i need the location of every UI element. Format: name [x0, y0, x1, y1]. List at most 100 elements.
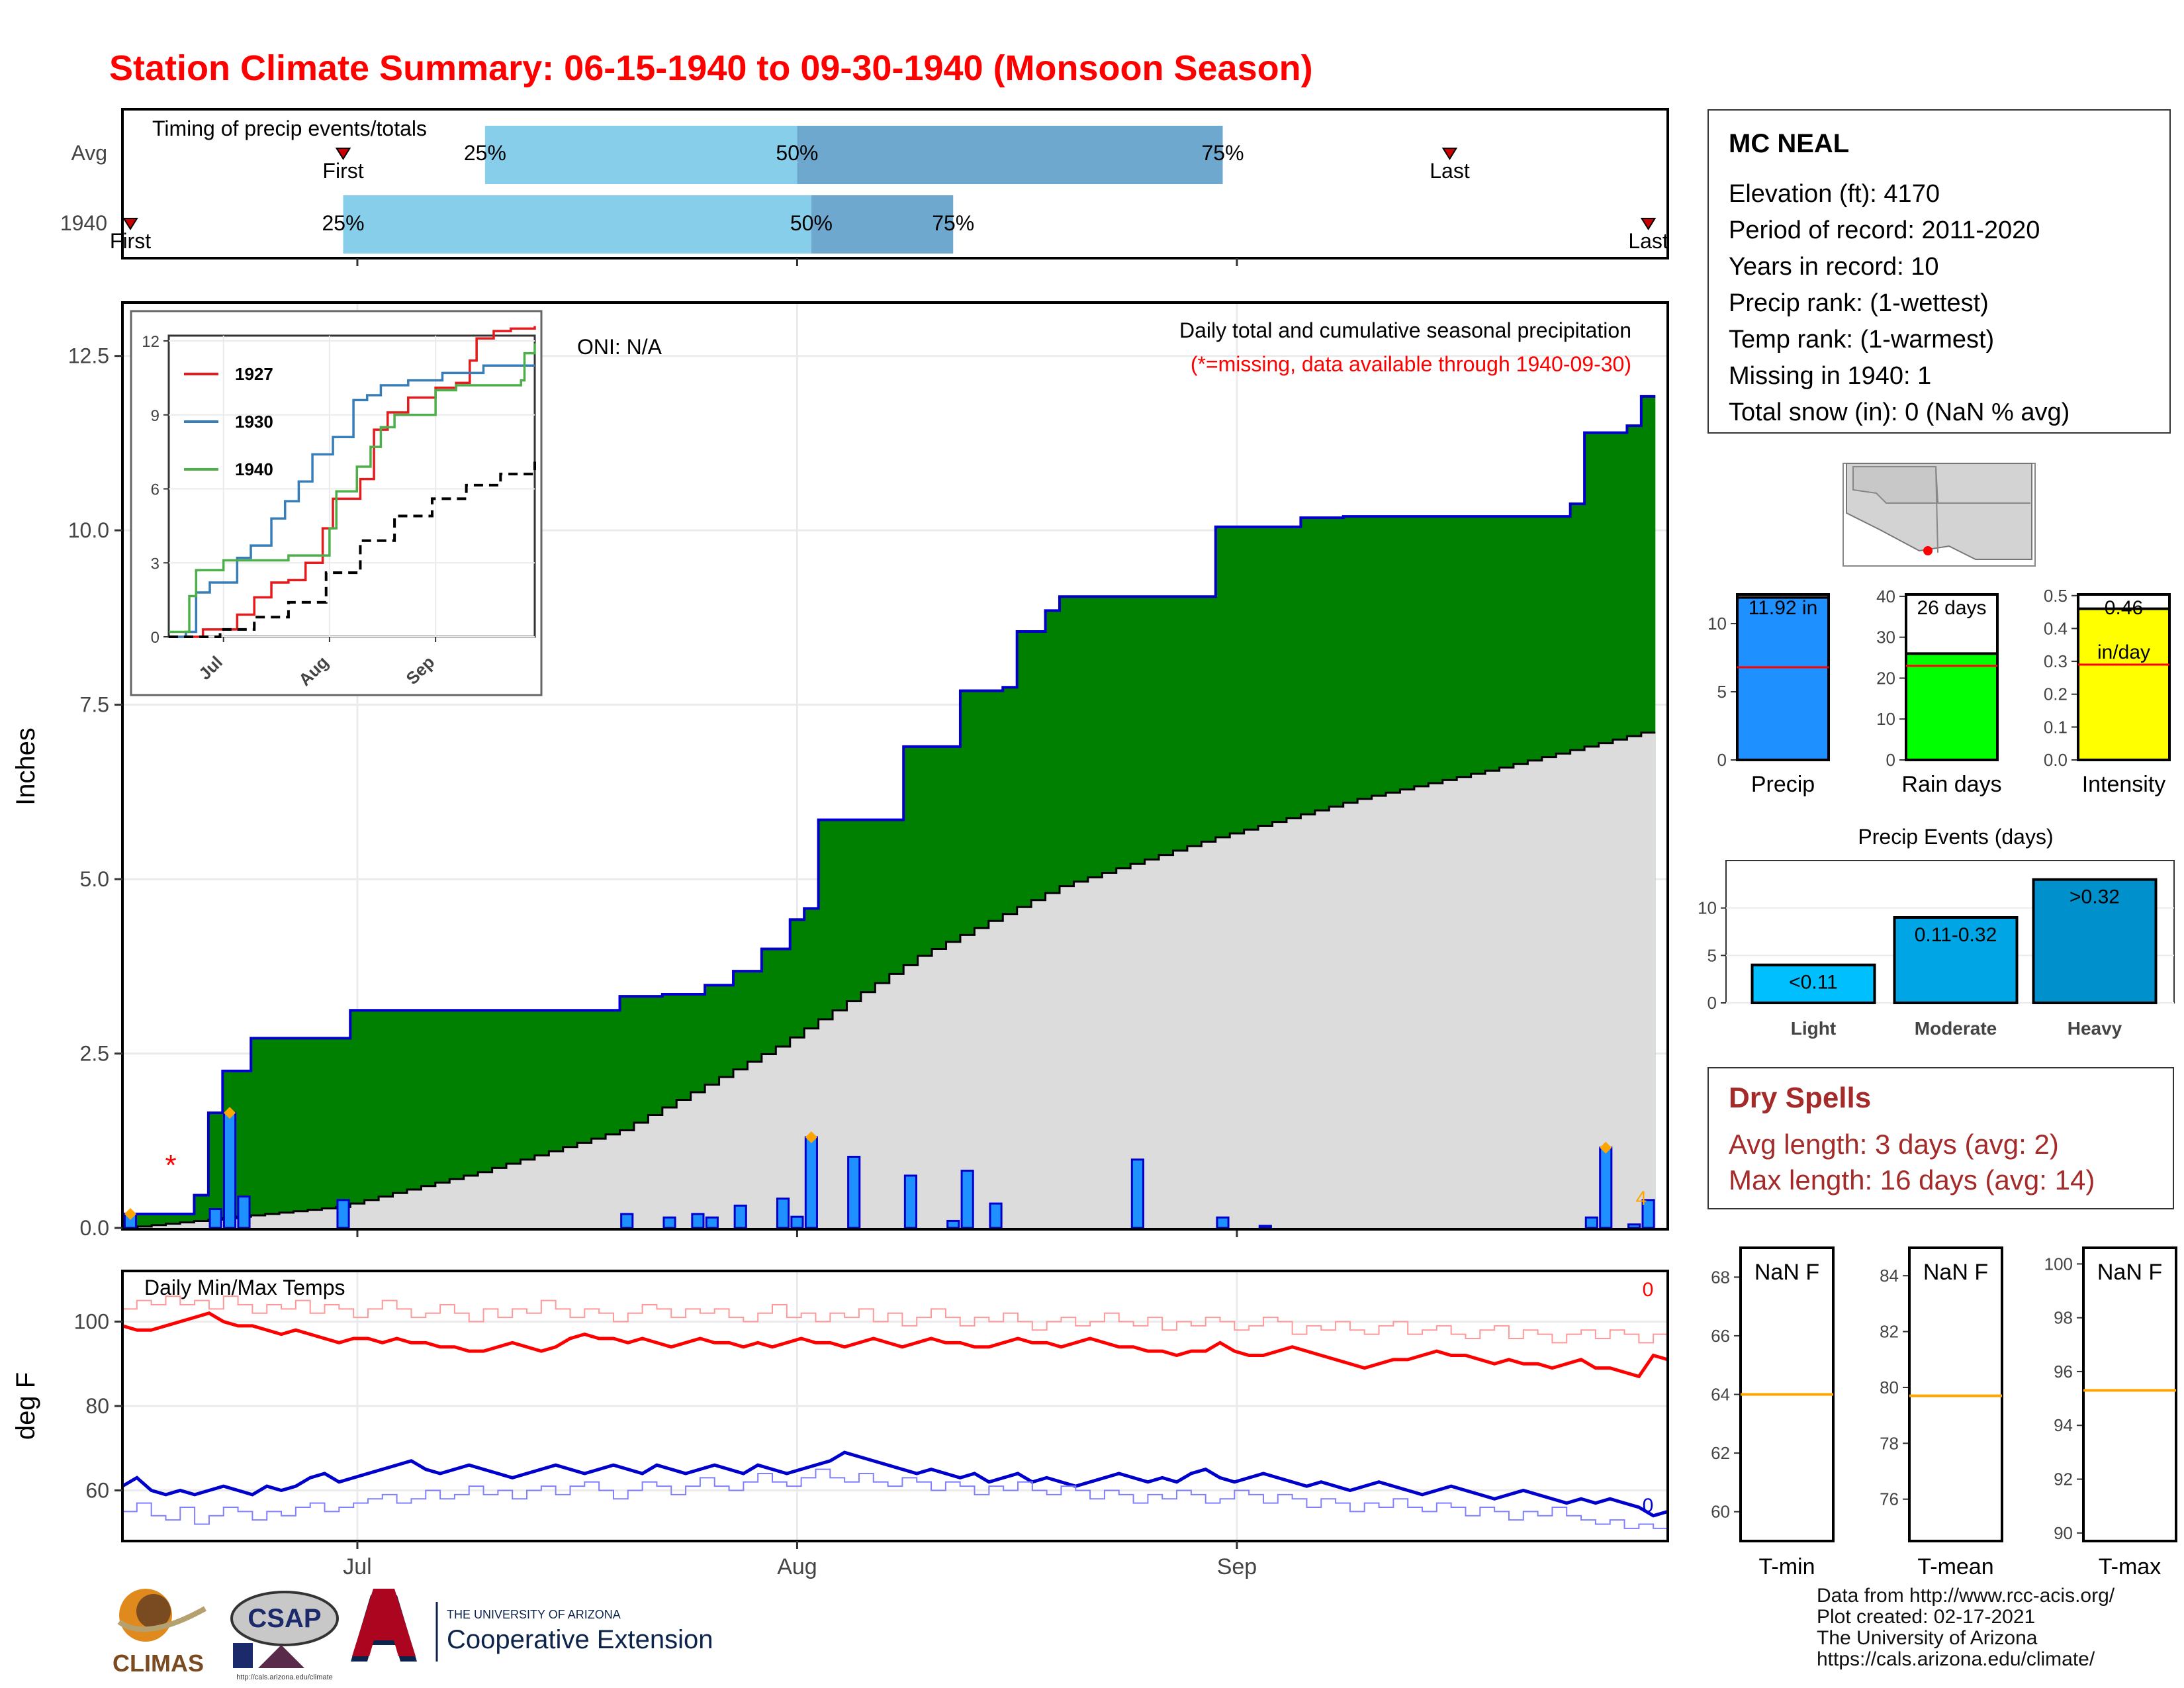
timing-q75-label: 75% — [932, 211, 974, 235]
daily-precip-bar — [960, 1170, 974, 1229]
daily-precip-bar — [620, 1213, 634, 1229]
precip-y-tick-label: 2.5 — [80, 1042, 109, 1066]
inset-series-1940 — [169, 343, 536, 633]
month-tick-label: Jul — [343, 1554, 371, 1579]
timing-bar-25-50 — [484, 126, 797, 184]
daily-precip-bar — [1258, 1225, 1272, 1229]
inset-y-tick-label: 6 — [151, 481, 159, 499]
daily-precip-bar — [847, 1156, 861, 1229]
credit-url: https://cals.arizona.edu/climate/ — [1817, 1648, 2095, 1670]
precip-event-marker — [124, 1207, 136, 1220]
corner-count: 4 — [1636, 1188, 1647, 1209]
season-totals-charts: 0 5 10 11.92 in Precip 0 10 20 30 40 26 days Rain d… — [1707, 586, 2171, 797]
season-y-tick-label: 40 — [1876, 586, 1895, 606]
timing-q75-label: 75% — [1201, 141, 1244, 165]
inset-series-normal — [169, 461, 536, 638]
daily-precip-bar — [336, 1199, 350, 1229]
inset-legend-label: 1930 — [235, 412, 273, 432]
station-period: Period of record: 2011-2020 — [1729, 216, 2040, 244]
daily-precip-bar — [237, 1196, 251, 1229]
temp-ylabel: deg F — [11, 1372, 40, 1440]
events-category-label: Light — [1791, 1018, 1836, 1039]
tbox-y-tick-label: 78 — [1880, 1433, 1899, 1453]
season-y-tick-label: 5 — [1717, 682, 1727, 702]
dry-spells-box: Dry Spells Avg length: 3 days (avg: 2) M… — [1707, 1067, 2174, 1209]
station-name: MC NEAL — [1729, 129, 1850, 158]
tbox-frame-t-mean — [1908, 1246, 2003, 1542]
inset-legend-label: 1940 — [235, 459, 273, 479]
normal-precip-line — [123, 731, 1656, 1229]
precip-y-tick-label: 0.0 — [80, 1216, 109, 1240]
events-category-label: Moderate — [1915, 1018, 1997, 1039]
timing-first-marker — [335, 148, 351, 160]
tbox-y-tick-label: 90 — [2054, 1523, 2073, 1543]
temp-series-tmin_1940 — [121, 1450, 1668, 1518]
tbox-y-tick-label: 68 — [1711, 1267, 1730, 1287]
season-category-label: Precip — [1751, 772, 1815, 797]
daily-precip-bar — [662, 1216, 676, 1229]
timing-first-marker — [122, 218, 138, 230]
events-y-tick-label: 0 — [1707, 993, 1717, 1013]
climas-logo: CLIMAS — [113, 1589, 206, 1677]
temp-series-tmax_normal — [122, 1295, 1668, 1344]
precip-events-chart: Precip Events (days) 0 5 10 <0.11 Light 0.11-… — [1698, 825, 2175, 1039]
tbox-y-tick-label: 82 — [1880, 1322, 1899, 1342]
daily-precip-bar — [776, 1197, 790, 1229]
precip-y-tick-label: 7.5 — [80, 693, 109, 717]
daily-precip-bar — [222, 1111, 237, 1229]
temp-series-tmin_normal — [122, 1468, 1668, 1533]
dry-spells-title: Dry Spells — [1729, 1082, 1872, 1114]
timing-panel: Timing of precip events/totals Avg 1940 … — [60, 108, 1669, 266]
timing-first-label: First — [110, 229, 151, 253]
daily-precip-bar — [1599, 1147, 1613, 1229]
ua-logo: THE UNIVERSITY OF ARIZONA Cooperative Ex… — [351, 1589, 713, 1662]
precip-event-marker — [805, 1131, 817, 1143]
temp-y-tick-label: 100 — [74, 1310, 109, 1334]
tbox-y-tick-label: 60 — [1711, 1502, 1730, 1522]
season-y-tick-label: 0 — [1886, 750, 1895, 770]
inset-y-tick-label: 9 — [151, 407, 159, 425]
tbox-value-label: NaN F — [2097, 1260, 2162, 1285]
season-y-tick-label: 0.0 — [2044, 750, 2068, 770]
month-tick-label: Aug — [777, 1554, 817, 1579]
temp-title: Daily Min/Max Temps — [144, 1276, 345, 1299]
temp-series-tmax_1940 — [122, 1311, 1668, 1379]
tbox-value-label: NaN F — [1923, 1260, 1988, 1285]
tbox-y-tick-label: 92 — [2054, 1470, 2073, 1489]
season-bar-precip — [1736, 596, 1830, 762]
temp-y-tick-label: 80 — [85, 1394, 109, 1418]
tbox-category-label: T-min — [1759, 1554, 1815, 1579]
footer-credits: Data from http://www.rcc-acis.org/ Plot … — [1817, 1585, 2115, 1670]
temp-y-tick-label: 60 — [85, 1479, 109, 1503]
events-title: Precip Events (days) — [1858, 825, 2053, 849]
daily-precip-bar — [1584, 1216, 1598, 1229]
partner-logos: CLIMAS CSAP http://cals.arizona.edu/clim… — [113, 1589, 713, 1681]
station-missing: Missing in 1940: 1 — [1729, 362, 1932, 390]
daily-precip-bar — [733, 1204, 747, 1229]
inset-legend-label: 1927 — [235, 364, 273, 384]
season-y-tick-label: 0.4 — [2044, 618, 2068, 638]
tmin-missing-count: 0 — [1643, 1495, 1654, 1517]
timing-bar-50-75 — [811, 195, 954, 254]
precip-panel: Inches Daily total and cumulative season… — [11, 301, 1669, 1240]
timing-last-marker — [1441, 148, 1458, 160]
station-precip-rank: Precip rank: (1-wettest) — [1729, 289, 1989, 317]
daily-precip-bar — [946, 1219, 960, 1229]
inset-y-tick-label: 0 — [151, 629, 159, 647]
tbox-y-tick-label: 76 — [1880, 1489, 1899, 1509]
events-category-label: Heavy — [2068, 1018, 2122, 1039]
timing-last-label: Last — [1430, 159, 1470, 183]
timing-q50-label: 50% — [776, 141, 818, 165]
season-value-label: 0.46 — [2105, 597, 2143, 619]
precip-event-marker — [224, 1107, 236, 1119]
station-years: Years in record: 10 — [1729, 253, 1939, 281]
oni-label: ONI: N/A — [577, 335, 662, 359]
events-bar-moderate — [1893, 916, 2019, 1004]
events-bar-label: <0.11 — [1789, 972, 1838, 994]
events-y-tick-label: 10 — [1698, 898, 1717, 918]
csap-logo-text: CSAP — [248, 1604, 321, 1633]
tbox-frame-t-max — [2082, 1246, 2177, 1542]
tbox-value-label: NaN F — [1754, 1260, 1819, 1285]
daily-precip-bar — [705, 1216, 719, 1229]
season-y-tick-label: 20 — [1876, 668, 1895, 688]
